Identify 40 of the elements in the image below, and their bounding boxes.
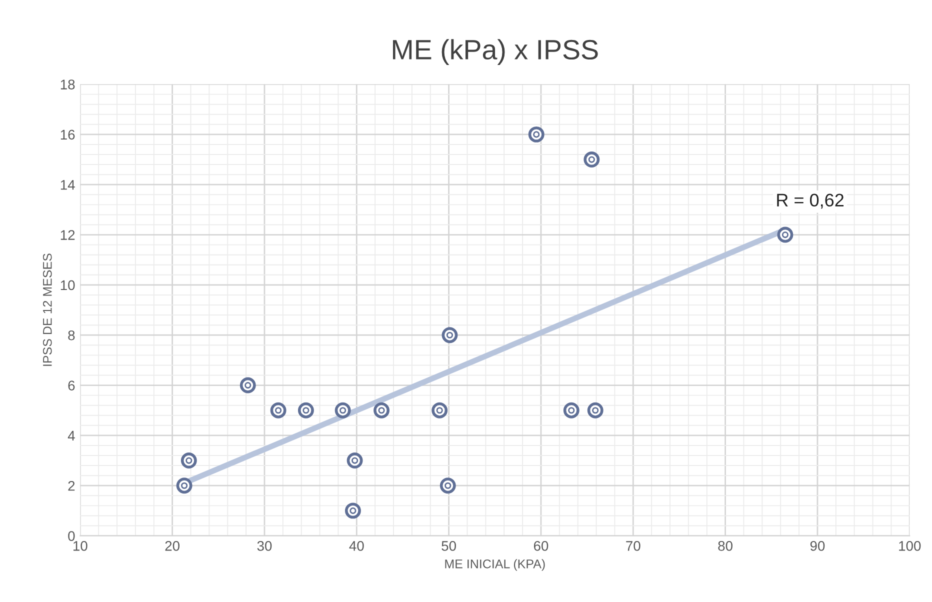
y-tick-label: 16 [60, 130, 75, 140]
point [563, 402, 580, 418]
x-tick-label: 50 [442, 541, 456, 551]
y-tick-label: 6 [68, 380, 75, 390]
annotation: R = 0,62 [777, 194, 844, 209]
point [298, 402, 314, 418]
y-tick-label: 2 [68, 480, 75, 491]
x-tick-label: 20 [165, 541, 180, 551]
point [346, 452, 363, 469]
x-tick-label: 100 [899, 541, 921, 551]
y-axis-title: IPSS DE 12 MESES [42, 254, 52, 366]
point [432, 402, 448, 418]
x-tick-label: 30 [257, 541, 272, 551]
point [344, 502, 361, 519]
y-tick-label: 4 [68, 430, 75, 440]
point [528, 126, 544, 142]
y-tick-label: 8 [68, 330, 75, 340]
x-tick-label: 70 [626, 541, 640, 551]
point [442, 327, 458, 344]
point [240, 377, 256, 394]
point [374, 402, 390, 418]
x-tick-label: 60 [534, 541, 548, 551]
point [334, 402, 351, 418]
point [440, 478, 456, 494]
y-tick-label: 10 [60, 280, 75, 290]
y-tick-label: 18 [60, 80, 75, 90]
chart-title: ME (kPa) x IPSS [392, 39, 598, 66]
y-tick-label: 14 [60, 180, 75, 190]
y-tick-label: 0 [68, 531, 75, 541]
x-tick-label: 40 [349, 541, 364, 551]
point [176, 478, 192, 494]
point [180, 452, 197, 469]
point [584, 152, 600, 168]
x-tick-label: 90 [810, 541, 825, 551]
x-tick-label: 80 [718, 541, 732, 551]
point [587, 402, 604, 418]
point [270, 402, 286, 418]
y-tick-label: 12 [60, 230, 75, 240]
x-axis-title: ME INICIAL (KPA) [445, 559, 545, 571]
point [777, 226, 794, 243]
